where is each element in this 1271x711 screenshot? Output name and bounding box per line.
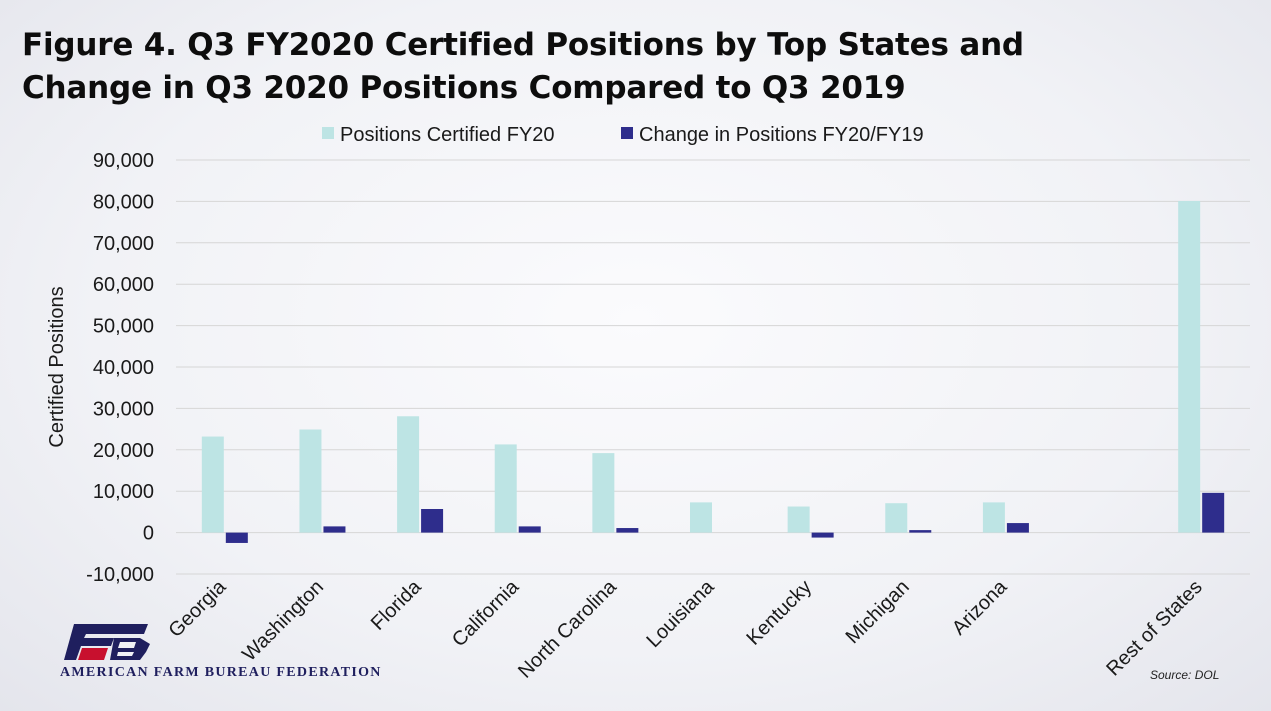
- source-note: Source: DOL: [1150, 668, 1220, 682]
- positions-certified-bar: [592, 453, 615, 533]
- x-category-label: Louisiana: [642, 575, 719, 652]
- change-in-positions-bar: [225, 532, 248, 543]
- change-in-positions-bar: [616, 528, 639, 533]
- x-category-label: Washington: [238, 576, 328, 666]
- x-category-label: Arizona: [948, 575, 1012, 639]
- y-tick-label: 30,000: [93, 398, 154, 420]
- y-tick-label: 90,000: [93, 150, 154, 172]
- y-tick-label: 60,000: [93, 274, 154, 296]
- change-in-positions-bar: [909, 530, 932, 533]
- positions-certified-bar: [690, 502, 712, 533]
- y-tick-label: 0: [143, 523, 154, 545]
- gridlines: [176, 159, 1250, 575]
- change-in-positions-bar: [518, 526, 541, 533]
- x-category-label: Michigan: [842, 576, 914, 648]
- chart-title: Figure 4. Q3 FY2020 Certified Positions …: [22, 24, 1024, 110]
- change-in-positions-bar: [421, 509, 444, 533]
- positions-certified-bar: [1178, 200, 1201, 533]
- change-in-positions-bar: [811, 532, 834, 538]
- positions-certified-bar: [299, 429, 322, 533]
- y-axis-title: Certified Positions: [46, 286, 68, 447]
- y-tick-label: 40,000: [93, 357, 154, 379]
- y-axis-ticks: -10,000 0 10,000 20,000 30,000 40,000 50,000 60…: [86, 150, 154, 586]
- farm-bureau-logo-icon: [64, 624, 150, 660]
- positions-certified-bar: [397, 416, 420, 533]
- x-category-label: Kentucky: [742, 576, 816, 650]
- chart-title-line-1: Figure 4. Q3 FY2020 Certified Positions …: [22, 27, 1024, 63]
- y-tick-label: 50,000: [93, 316, 154, 338]
- change-in-positions-bar: [1006, 523, 1029, 533]
- bars: [201, 200, 1225, 543]
- positions-certified-bar: [787, 506, 810, 533]
- x-category-label: Georgia: [164, 575, 230, 641]
- x-category-label: Rest of States: [1102, 576, 1206, 680]
- y-tick-label: 20,000: [93, 440, 154, 462]
- legend-label: Positions Certified FY20: [340, 124, 555, 146]
- legend-swatch: [322, 127, 334, 139]
- legend-label: Change in Positions FY20/FY19: [639, 124, 924, 146]
- x-category-label: North Carolina: [514, 575, 621, 682]
- positions-certified-bar: [201, 436, 224, 533]
- x-category-label: California: [448, 575, 524, 651]
- y-tick-label: -10,000: [86, 564, 154, 586]
- change-in-positions-bar: [1202, 492, 1225, 533]
- chart-title-line-2: Change in Q3 2020 Positions Compared to …: [22, 70, 906, 106]
- y-tick-label: 10,000: [93, 481, 154, 503]
- change-in-positions-bar: [323, 526, 346, 533]
- positions-certified-bar: [494, 444, 517, 533]
- legend: Positions Certified FY20 Change in Positi…: [322, 124, 924, 146]
- x-category-label: Florida: [367, 575, 426, 634]
- legend-swatch: [621, 127, 633, 139]
- farm-bureau-logo: [60, 622, 150, 667]
- y-tick-label: 70,000: [93, 233, 154, 255]
- positions-certified-bar: [982, 502, 1005, 533]
- y-tick-label: 80,000: [93, 191, 154, 213]
- organization-name: AMERICAN FARM BUREAU FEDERATION: [60, 665, 382, 680]
- positions-certified-bar: [885, 503, 908, 533]
